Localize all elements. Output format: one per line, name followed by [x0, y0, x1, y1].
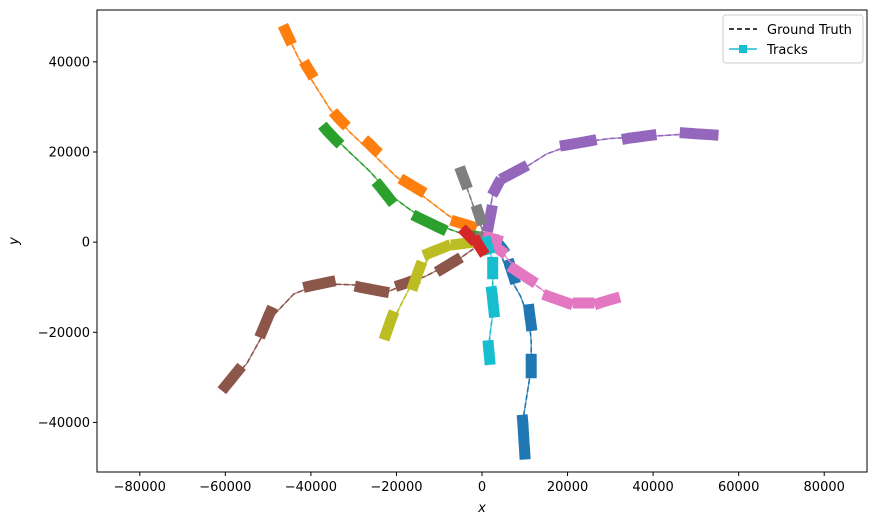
x-tick-label: −20000 — [370, 480, 422, 495]
track-segment — [371, 178, 398, 208]
series-group — [457, 224, 490, 258]
legend-tracks-marker — [739, 45, 747, 53]
y-axis: −40000 −20000 0 20000 40000 — [38, 55, 97, 431]
track-segment — [454, 165, 473, 191]
y-tick-label: 0 — [82, 236, 90, 251]
track-segment — [559, 134, 598, 152]
track-segment — [479, 235, 496, 256]
series-group — [378, 235, 483, 342]
series-group — [481, 231, 622, 311]
series-layer — [217, 23, 719, 460]
x-tick-label: −60000 — [199, 480, 251, 495]
track-segment — [679, 127, 719, 141]
x-tick-label: 80000 — [804, 480, 845, 495]
track-segment — [299, 58, 319, 81]
x-tick-label: 20000 — [547, 480, 588, 495]
track-segment — [217, 362, 246, 395]
y-tick-label: 40000 — [49, 55, 90, 70]
y-axis-label: y — [7, 237, 22, 246]
series-group — [479, 235, 501, 366]
legend-ground-truth-label: Ground Truth — [767, 23, 852, 38]
track-segment — [592, 291, 622, 310]
y-tick-label: −20000 — [38, 326, 90, 341]
track-segment — [516, 414, 531, 460]
track-segment — [469, 234, 490, 258]
track-segment — [328, 108, 351, 131]
track-segment — [482, 339, 496, 366]
x-tick-label: −40000 — [285, 480, 337, 495]
track-segment — [277, 23, 297, 47]
x-tick-label: 60000 — [718, 480, 759, 495]
track-segment — [506, 261, 539, 289]
y-tick-label: −40000 — [38, 416, 90, 431]
track-segment — [487, 175, 506, 198]
track-segment — [498, 160, 531, 185]
series-group — [277, 23, 483, 240]
legend-box — [722, 14, 864, 64]
track-segment — [481, 204, 498, 233]
track-segment — [421, 239, 453, 261]
x-axis: −80000 −60000 −40000 −20000 0 20000 40000 60000… — [114, 472, 845, 495]
track-segment — [470, 203, 488, 227]
track-segment — [541, 289, 575, 311]
track-segment — [353, 280, 390, 299]
track-segment — [378, 309, 400, 342]
track-segment — [621, 129, 658, 145]
track-segment — [318, 121, 345, 149]
track-segment — [449, 214, 479, 234]
x-tick-label: 0 — [478, 480, 486, 495]
legend: Ground Truth Tracks — [722, 14, 864, 64]
x-tick-label: 40000 — [632, 480, 673, 495]
y-tick-label: 20000 — [49, 145, 90, 160]
series-group — [481, 127, 719, 233]
track-segment — [360, 135, 383, 158]
x-tick-label: −80000 — [114, 480, 166, 495]
legend-tracks-label: Tracks — [766, 43, 808, 58]
track-segment — [397, 173, 428, 198]
track-segment — [406, 259, 428, 292]
track-segment — [457, 224, 480, 246]
track-segment — [254, 304, 278, 340]
track-segment — [302, 275, 337, 293]
track-segment — [433, 252, 464, 277]
x-axis-label: x — [477, 501, 486, 516]
track-segment — [484, 236, 509, 259]
track-segment — [410, 209, 449, 236]
track-segment — [522, 303, 538, 332]
track-segment — [485, 285, 501, 319]
